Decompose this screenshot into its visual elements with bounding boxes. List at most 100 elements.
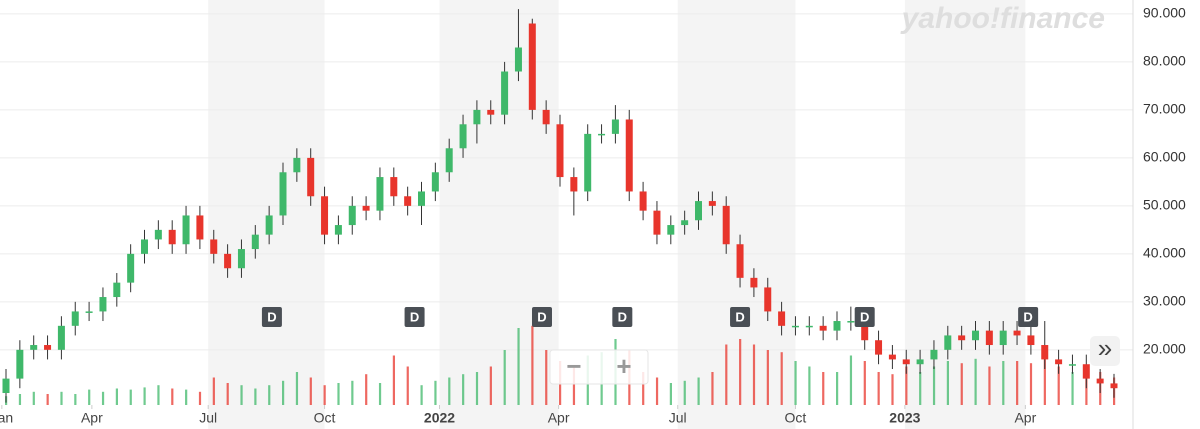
candle-body [141,239,148,254]
candle-body [404,196,412,206]
volume-bar [32,391,35,405]
dividend-badge [261,307,282,327]
y-tick-label: 70.000 [1143,101,1186,117]
x-tick-label: 2022 [424,410,455,426]
volume-bar [808,366,811,405]
candle-body [1096,378,1104,384]
candle-body [556,124,564,178]
volume-bar [378,383,382,405]
volume-bar [115,388,118,405]
volume-bar [240,385,243,405]
candle-body [598,133,606,136]
candle-body [168,229,176,245]
candle-body [1013,330,1021,336]
volume-bar [392,355,395,405]
volume-bar [448,377,451,405]
candle-body [639,191,647,211]
dividend-label: D [537,309,546,324]
candle-body [459,124,467,149]
candle-body [71,311,79,326]
y-tick-label: 60.000 [1143,149,1186,165]
zoom-in-button[interactable]: + [616,351,631,381]
volume-bar [18,394,22,405]
candle-body [16,349,24,379]
candle-body [930,349,938,360]
candle-body [708,201,716,206]
candle-body [1055,359,1063,365]
dividend-badge [404,307,425,327]
volume-bar [766,350,769,405]
candle-body [279,172,287,216]
volume-bar [572,366,576,405]
dividend-badge [730,307,751,327]
y-tick-label: 80.000 [1143,53,1186,69]
volume-bar [683,380,686,405]
volume-bar [212,377,215,405]
candle-body [778,311,786,326]
candle-body [154,229,162,240]
zoom-controls: − + [549,349,649,385]
volume-bar [282,380,285,405]
volume-bar [157,385,160,405]
candle-body [265,215,273,235]
volume-bar [836,372,839,405]
period-band [208,0,325,429]
candle-body [1068,364,1076,366]
candles [2,9,1118,403]
dividend-badge [612,307,633,327]
x-tick-label: Apr [548,410,570,426]
candle-body [127,253,135,283]
volume-bar [919,372,922,405]
candle-body [972,330,979,341]
candle-body [653,210,661,235]
volume-bar [351,380,354,405]
candle-body [237,249,245,269]
volume-bar [295,372,299,405]
candle-body [944,335,952,350]
volume-bar [739,339,742,405]
zoom-out-button[interactable]: − [566,351,581,381]
volume-bar [905,366,908,405]
candle-body [611,119,619,134]
candle-body [445,148,453,173]
volume-bar [171,388,174,405]
volume-bar [420,385,423,405]
candle-body [418,191,425,206]
x-tick-label: Jan [0,410,13,426]
volume-bar [475,372,479,405]
dividend-badge [1018,307,1039,327]
dividend-badge [531,307,552,327]
candle-body [570,177,578,192]
candle-body [348,205,356,226]
volume-bar [88,389,91,405]
candle-body [321,196,329,235]
volume-bar [1016,361,1019,405]
period-band [439,0,559,429]
y-tick-label: 50.000 [1143,197,1186,213]
dividend-label: D [267,309,276,324]
candle-body [1110,383,1118,389]
volume-bar [697,377,700,405]
dividend-label: D [618,309,627,324]
candle-body [30,345,38,350]
volume-bar [46,394,49,405]
x-tick-label: 2023 [889,410,920,426]
volume-bar [932,366,936,405]
volume-bar [337,383,340,405]
dividend-label: D [735,309,744,324]
volume-bar [891,374,894,405]
candle-body [307,157,315,197]
volume-bar [101,391,105,405]
volume-bar [822,372,825,405]
axes: 20.000 30.000 40.000 50.000 60.000 70.000 80.0… [0,5,1186,426]
candle-body [681,220,689,226]
candle-body [113,282,121,298]
y-tick-label: 90.000 [1143,5,1186,21]
volume-bar [531,325,534,405]
volume-bar [323,385,326,405]
candle-body [362,205,370,211]
volume-bar [960,363,963,405]
expand-button[interactable]: » [1098,333,1112,363]
